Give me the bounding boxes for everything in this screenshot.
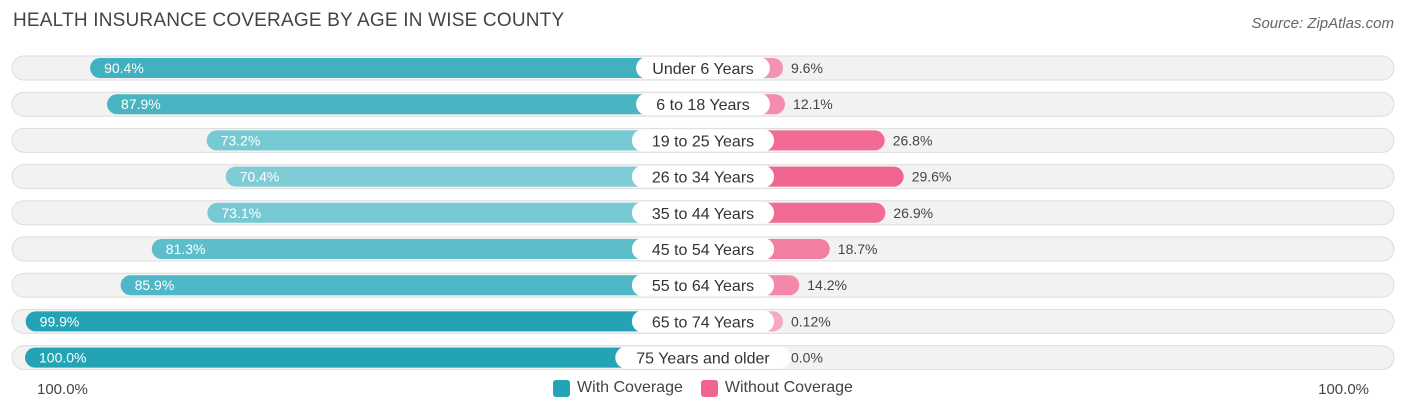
category-label-under-6-years: Under 6 Years [652, 61, 753, 78]
value-label-with-coverage-19-to-25-years: 73.2% [221, 132, 261, 148]
value-label-with-coverage-55-to-64-years: 85.9% [135, 277, 175, 293]
value-label-without-coverage-75-years-and-older: 0.0% [791, 350, 823, 366]
category-pill-75-years-and-older [615, 346, 791, 369]
chart-title: HEALTH INSURANCE COVERAGE BY AGE IN WISE… [13, 10, 565, 31]
bar-with-coverage-75-years-and-older [25, 347, 703, 368]
category-pill-26-to-34-years [631, 165, 775, 188]
bar-with-coverage-45-to-54-years [151, 239, 703, 259]
value-label-without-coverage-26-to-34-years: 29.6% [912, 169, 952, 185]
value-label-without-coverage-45-to-54-years: 18.7% [838, 241, 878, 257]
category-label-26-to-34-years: 26 to 34 Years [652, 170, 754, 187]
value-label-with-coverage-75-years-and-older: 100.0% [39, 350, 86, 366]
axis-right-label: 100.0% [1318, 381, 1369, 398]
value-label-with-coverage-26-to-34-years: 70.4% [240, 169, 280, 185]
bar-with-coverage-35-to-44-years [207, 202, 703, 223]
value-label-without-coverage-6-to-18-years: 12.1% [793, 96, 833, 112]
legend-label-with-coverage: With Coverage [577, 379, 683, 396]
value-label-without-coverage-35-to-44-years: 26.9% [893, 205, 933, 221]
bar-with-coverage-6-to-18-years [107, 94, 703, 115]
value-label-without-coverage-65-to-74-years: 0.12% [791, 313, 831, 329]
value-label-without-coverage-19-to-25-years: 26.8% [893, 132, 933, 148]
bar-with-coverage-26-to-34-years [225, 166, 704, 187]
bar-with-coverage-under-6-years [90, 58, 703, 78]
value-label-without-coverage-under-6-years: 9.6% [791, 60, 823, 76]
category-pill-19-to-25-years [631, 129, 775, 152]
legend-swatch-without-coverage [700, 379, 718, 397]
legend-item-with-coverage[interactable]: With Coverage [553, 379, 683, 397]
value-label-with-coverage-45-to-54-years: 81.3% [166, 241, 206, 257]
category-label-6-to-18-years: 6 to 18 Years [656, 97, 749, 114]
category-pill-6-to-18-years [636, 93, 770, 116]
source-note: Source: ZipAtlas.com [1251, 15, 1394, 32]
category-pill-under-6-years [636, 57, 770, 79]
chart-plot: 90.4% 9.6% Under 6 Years 87.9% 12.1% 6 to 18 … [11, 55, 1395, 371]
bar-with-coverage-55-to-64-years [120, 275, 703, 296]
bar-with-coverage-65-to-74-years [25, 311, 704, 332]
legend-item-without-coverage[interactable]: Without Coverage [700, 379, 853, 397]
value-label-with-coverage-35-to-44-years: 73.1% [221, 205, 261, 221]
category-label-19-to-25-years: 19 to 25 Years [652, 133, 754, 150]
value-label-with-coverage-6-to-18-years: 87.9% [121, 96, 161, 112]
category-pill-45-to-54-years [631, 238, 775, 260]
value-label-with-coverage-under-6-years: 90.4% [104, 60, 144, 76]
value-label-without-coverage-55-to-64-years: 14.2% [807, 277, 847, 293]
value-label-with-coverage-65-to-74-years: 99.9% [40, 313, 80, 329]
category-pill-55-to-64-years [631, 274, 775, 297]
bar-with-coverage-19-to-25-years [206, 130, 704, 151]
legend-label-without-coverage: Without Coverage [724, 379, 853, 396]
category-label-65-to-74-years: 65 to 74 Years [652, 314, 754, 331]
axis-left-label: 100.0% [37, 381, 88, 398]
category-pill-35-to-44-years [631, 201, 775, 224]
category-label-35-to-44-years: 35 to 44 Years [652, 206, 754, 223]
category-pill-65-to-74-years [631, 310, 775, 333]
category-label-45-to-54-years: 45 to 54 Years [652, 242, 754, 259]
category-label-55-to-64-years: 55 to 64 Years [652, 278, 754, 295]
legend: With Coverage Without Coverage [0, 379, 1406, 397]
legend-swatch-with-coverage [553, 379, 571, 397]
category-label-75-years-and-older: 75 Years and older [636, 351, 770, 368]
